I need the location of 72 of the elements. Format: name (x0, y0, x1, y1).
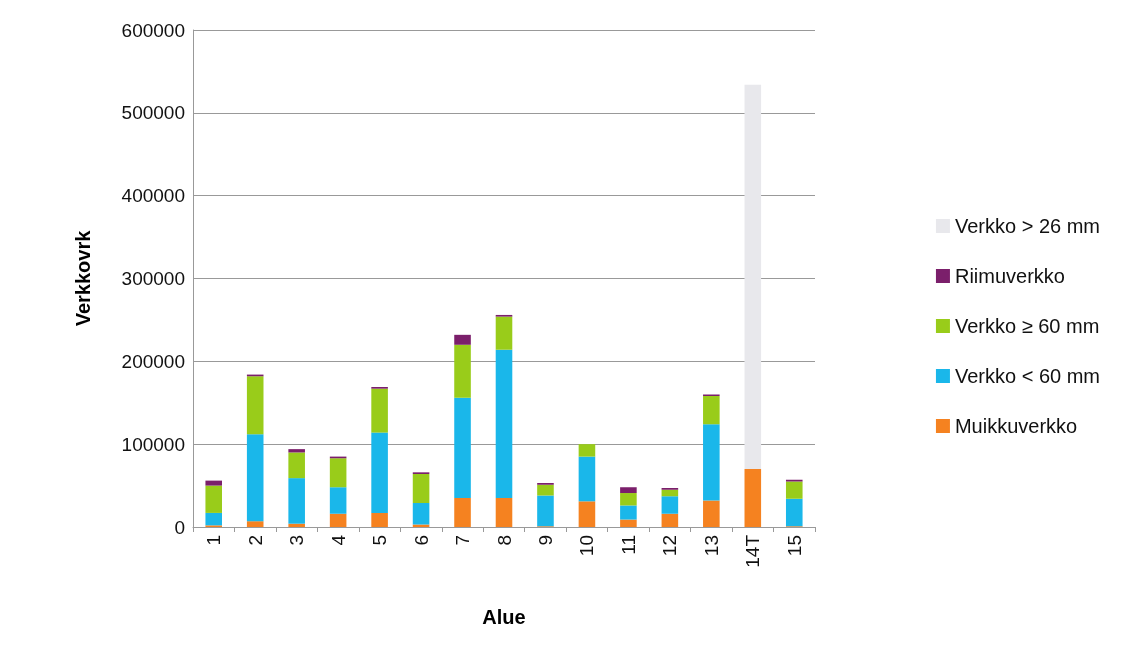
bar (578, 444, 596, 457)
bar (703, 424, 720, 501)
bar (371, 388, 388, 433)
bar (661, 513, 679, 527)
bar (205, 485, 223, 513)
x-tick-label: 11 (617, 535, 639, 555)
x-tick-label: 5 (369, 535, 391, 546)
bar (537, 495, 554, 527)
x-tick-label: 9 (534, 535, 556, 546)
bar (246, 434, 264, 522)
bar (288, 478, 305, 524)
bar (205, 480, 223, 486)
legend-label: Verkko > 26 mm (954, 215, 1100, 237)
bar (288, 449, 305, 453)
bar (454, 344, 471, 398)
x-tick-label: 13 (700, 535, 722, 557)
bar (371, 432, 388, 513)
y-tick-label: 0 (174, 516, 185, 538)
bar (495, 498, 513, 527)
legend-label: Verkko < 60 mm (954, 365, 1100, 387)
bar (329, 487, 347, 514)
x-axis-title: Alue (482, 606, 526, 628)
bar (205, 512, 223, 526)
x-tick-label: 12 (659, 535, 681, 557)
x-tick-label: 7 (452, 535, 474, 546)
bar (744, 469, 762, 527)
bar (246, 521, 264, 527)
bar (495, 316, 513, 350)
x-tick-label: 10 (576, 535, 598, 557)
bar (620, 493, 637, 506)
bar (620, 487, 637, 494)
bar (578, 501, 596, 527)
bar (744, 84, 762, 470)
bar (288, 452, 305, 479)
bar (246, 376, 264, 435)
x-tick-label: 14T (742, 534, 764, 568)
bar (371, 512, 388, 527)
bar (412, 502, 430, 525)
x-tick-label: 6 (410, 535, 432, 546)
bar (454, 334, 471, 345)
bar (703, 396, 720, 425)
bar (329, 458, 347, 488)
bar (703, 500, 720, 527)
legend-label: Muikkuverkko (954, 415, 1078, 437)
y-tick-label: 200000 (121, 350, 185, 372)
x-tick-label: 15 (783, 535, 805, 557)
x-tick-label: 1 (203, 535, 225, 546)
bar (495, 349, 513, 499)
x-tick-label: 4 (327, 534, 349, 546)
x-tick-label: 2 (244, 535, 266, 546)
bar (412, 473, 430, 503)
bar (785, 498, 803, 527)
bar (620, 519, 637, 527)
bar (785, 481, 803, 499)
bar (578, 456, 596, 502)
y-tick-label: 100000 (121, 433, 185, 455)
bar (454, 397, 471, 499)
legend-label: Verkko ≥ 60 mm (954, 315, 1100, 337)
bar (620, 505, 637, 520)
bar (288, 523, 305, 527)
bar (329, 513, 347, 527)
y-tick-label: 300000 (121, 268, 185, 289)
y-tick-label: 500000 (121, 102, 185, 124)
bar (454, 498, 471, 527)
bar (661, 496, 679, 514)
legend-label: Riimuverkko (954, 265, 1065, 287)
y-tick-label: 600000 (121, 19, 185, 41)
bar (537, 484, 554, 496)
y-axis-title: Verkkovrk (72, 229, 94, 327)
x-tick-label: 3 (286, 535, 308, 546)
y-tick-label: 400000 (121, 185, 185, 207)
x-tick-label: 8 (493, 535, 515, 546)
